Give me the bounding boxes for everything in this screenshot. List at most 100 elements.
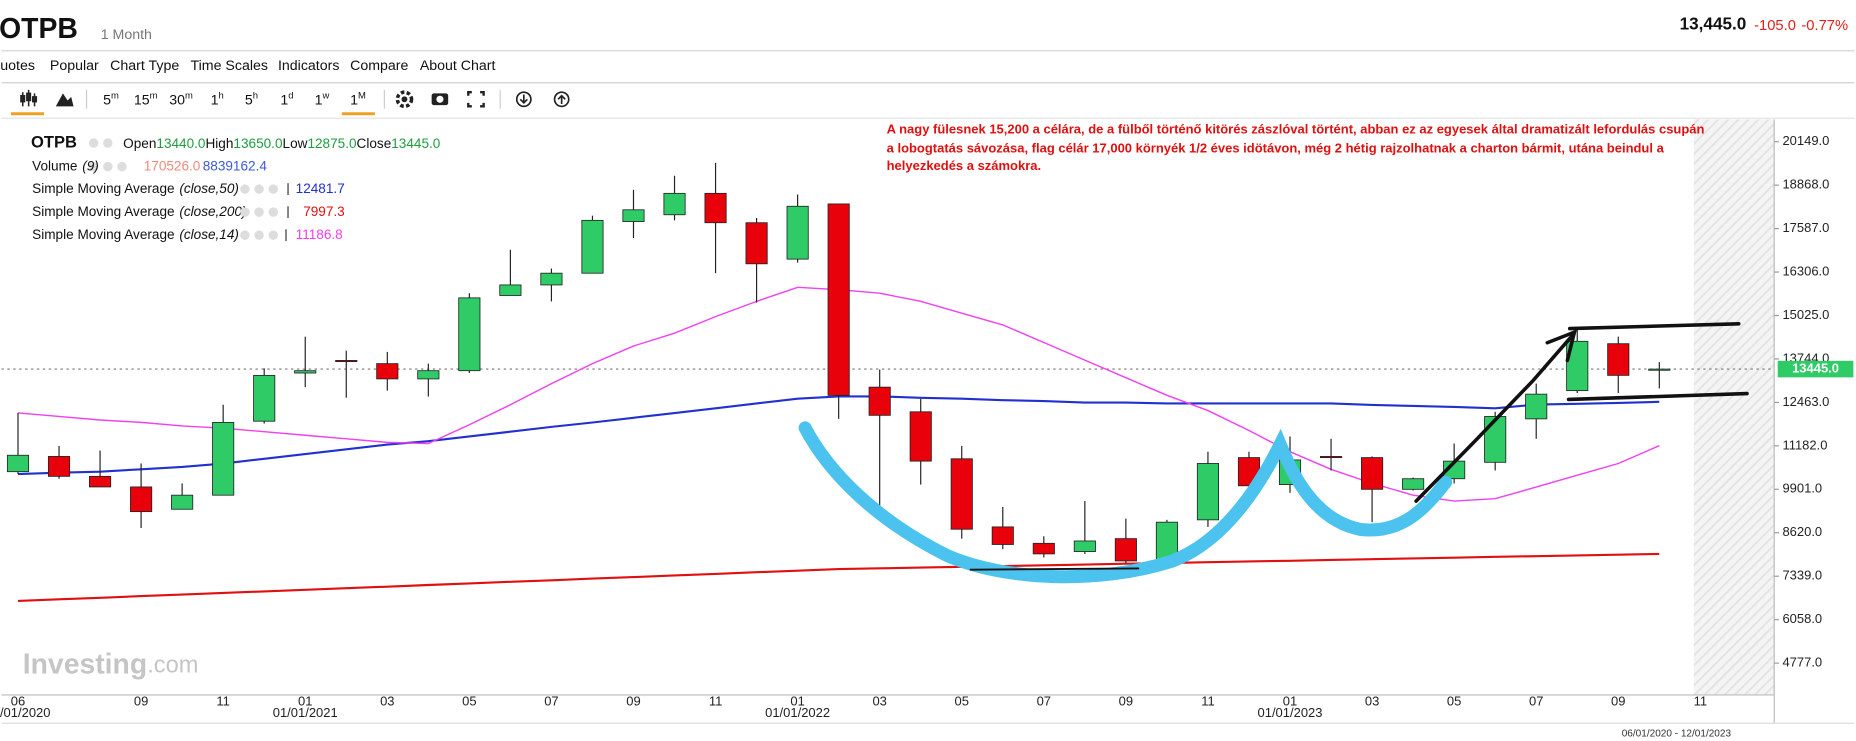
price-change-pct: -0.77% bbox=[1801, 18, 1848, 34]
x-tick-label: 11 bbox=[1694, 693, 1707, 708]
symbol-title: OTPB bbox=[0, 13, 78, 45]
flag-line bbox=[1566, 391, 1749, 402]
interval-button[interactable]: 1w bbox=[315, 90, 330, 108]
candle-body bbox=[622, 209, 645, 222]
candle-body bbox=[786, 205, 809, 260]
user-drawings bbox=[798, 322, 1749, 584]
legend-icon bbox=[240, 184, 250, 194]
settings-icon[interactable] bbox=[395, 90, 414, 109]
candle-body bbox=[130, 486, 153, 513]
legend-icon bbox=[268, 207, 278, 217]
candle-body bbox=[745, 222, 768, 265]
fullscreen-icon[interactable] bbox=[467, 91, 485, 108]
price-change: -105.0 bbox=[1754, 18, 1796, 34]
legend-icon bbox=[240, 230, 250, 240]
candle-body bbox=[1319, 456, 1343, 459]
y-tick-label: 15025.0 bbox=[1782, 307, 1829, 322]
upload-icon[interactable] bbox=[553, 91, 570, 108]
x-tick-label: 01 bbox=[790, 693, 804, 708]
menu-item[interactable]: uotes bbox=[0, 58, 35, 74]
cup-drawing bbox=[798, 421, 1453, 584]
interval-button[interactable]: 15m bbox=[134, 90, 158, 108]
y-tick-label: 17587.0 bbox=[1782, 220, 1829, 235]
candle-body bbox=[540, 272, 563, 286]
overlay-value: 12481.7 bbox=[296, 181, 345, 196]
legend-icons bbox=[88, 138, 127, 172]
candle-body bbox=[581, 219, 604, 274]
x-tick-label: 01 bbox=[1283, 693, 1297, 708]
candle-icon[interactable] bbox=[20, 89, 38, 107]
y-tick-label: 4777.0 bbox=[1782, 655, 1822, 670]
candle-body bbox=[704, 192, 727, 224]
area-icon[interactable] bbox=[55, 93, 74, 107]
ohlc-value: 13440.0 bbox=[156, 136, 206, 151]
overlay-params: (close,14) bbox=[179, 227, 239, 242]
menu-item[interactable]: Compare bbox=[350, 58, 408, 74]
legend-icon bbox=[268, 184, 278, 194]
menu-item[interactable]: Popular bbox=[50, 58, 99, 74]
candle-body bbox=[294, 370, 317, 374]
camera-icon[interactable] bbox=[431, 93, 449, 106]
x-tick-label: 05 bbox=[955, 693, 969, 708]
x-tick-label: 05 bbox=[462, 693, 476, 708]
candle-body bbox=[909, 411, 932, 462]
arrow-head bbox=[1545, 329, 1578, 363]
flag-line bbox=[1567, 322, 1741, 331]
menu-item[interactable]: About Chart bbox=[420, 58, 496, 74]
candle-body bbox=[1484, 416, 1507, 463]
interval-button[interactable]: 5h bbox=[245, 90, 258, 108]
toolbar: 5m 15m 30m 1h 5h 1d 1w 1M bbox=[10, 89, 570, 116]
legend: OTPB Open13440.0High13650.0Low12875.0Clo… bbox=[31, 132, 441, 241]
y-tick-label: 8620.0 bbox=[1782, 524, 1822, 539]
candle-body bbox=[1032, 542, 1055, 555]
candle-body bbox=[1073, 540, 1096, 552]
candle-body bbox=[827, 203, 850, 396]
candle-body bbox=[1525, 393, 1548, 420]
interval-button[interactable]: 5m bbox=[103, 90, 119, 108]
candle-body bbox=[253, 374, 276, 422]
candle-body bbox=[47, 456, 71, 477]
x-tick-label: 05 bbox=[1447, 693, 1461, 708]
moving-average-line bbox=[17, 552, 1660, 603]
candle-body bbox=[1196, 463, 1219, 521]
interval-button[interactable]: 1M bbox=[350, 90, 366, 108]
x-date-label: 01/01/2021 bbox=[273, 705, 338, 720]
x-tick-label: 09 bbox=[1611, 693, 1625, 708]
x-tick-label: 09 bbox=[1119, 693, 1133, 708]
menu-item[interactable]: Chart Type bbox=[110, 58, 179, 74]
candle-body bbox=[6, 454, 30, 473]
x-tick-label: 07 bbox=[1529, 693, 1543, 708]
candle-body bbox=[1402, 478, 1425, 490]
candle-body bbox=[458, 297, 481, 372]
candle-body bbox=[950, 458, 973, 530]
menu-item[interactable]: Indicators bbox=[278, 58, 339, 74]
menu-item[interactable]: Time Scales bbox=[191, 58, 268, 74]
future-area bbox=[1693, 119, 1775, 695]
y-tick-label: 9901.0 bbox=[1782, 481, 1822, 496]
last-price-label: 13445.0 bbox=[1792, 361, 1839, 376]
x-tick-label: 09 bbox=[626, 693, 640, 708]
candle-body bbox=[335, 360, 358, 363]
ohlc-value: 13445.0 bbox=[391, 136, 441, 151]
interval-button[interactable]: 30m bbox=[169, 90, 193, 108]
download-icon[interactable] bbox=[515, 91, 532, 108]
candle-body bbox=[417, 370, 440, 380]
candle-body bbox=[663, 192, 686, 216]
x-tick-label: 09 bbox=[134, 693, 148, 708]
overlay-value: 11186.8 bbox=[296, 227, 343, 242]
x-tick-label: 07 bbox=[1037, 693, 1051, 708]
legend-icon bbox=[254, 230, 264, 240]
watermark: Investing.com bbox=[23, 649, 199, 681]
x-tick-label: 03 bbox=[1365, 693, 1379, 708]
overlay-legend: Simple Moving Average (close,14) 11186.8 bbox=[32, 227, 343, 242]
annotation-line: a lobogtatás sávozása, flag célár 17,000… bbox=[887, 140, 1665, 155]
interval-button[interactable]: 1d bbox=[280, 90, 293, 108]
candle-body bbox=[212, 421, 235, 496]
candle-body bbox=[1114, 538, 1137, 562]
overlay-params: (close,200) bbox=[179, 204, 246, 219]
y-tick-label: 20149.0 bbox=[1782, 133, 1829, 148]
ohlc-name: Open bbox=[123, 136, 156, 151]
interval-button[interactable]: 1h bbox=[211, 90, 224, 108]
